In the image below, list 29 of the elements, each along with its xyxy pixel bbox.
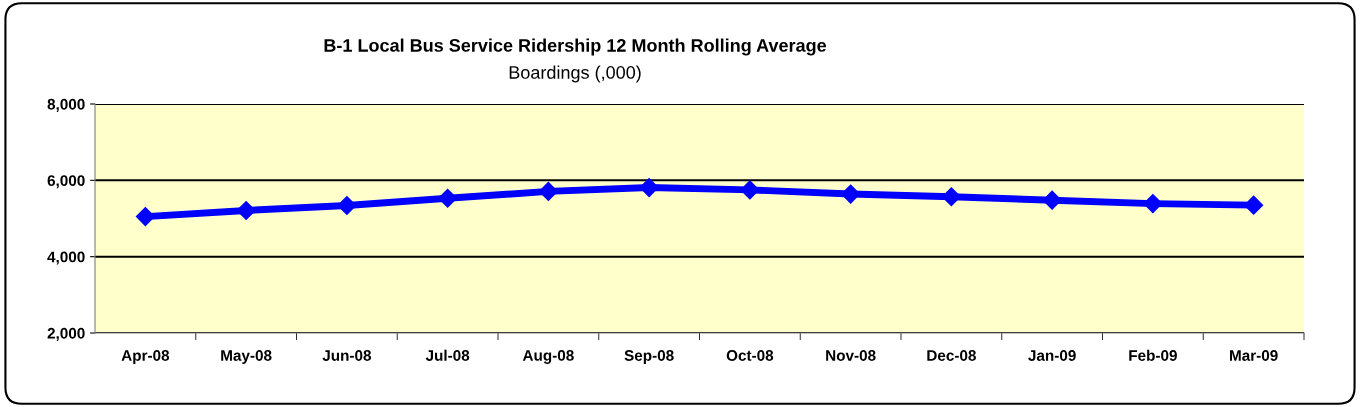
point bbox=[1244, 195, 1264, 215]
x-tick-label: Jul-08 bbox=[425, 349, 470, 361]
point bbox=[1042, 190, 1062, 210]
point bbox=[538, 181, 558, 201]
y-tick-label: 8,000 bbox=[47, 98, 85, 112]
x-tick-label: Oct-08 bbox=[726, 350, 774, 361]
point bbox=[337, 195, 357, 216]
x-tick-label: Feb-09 bbox=[1129, 349, 1177, 361]
point bbox=[639, 178, 659, 198]
point bbox=[135, 207, 155, 227]
chart-subtitle: Boardings (,000) bbox=[509, 65, 641, 83]
point bbox=[438, 188, 458, 208]
x-tick-label: Jun-08 bbox=[322, 350, 372, 361]
x-tick-label: Apr-08 bbox=[121, 350, 170, 364]
y-tick-label: 4,000 bbox=[47, 251, 85, 265]
chart-title: B-1 Local Bus Service Ridership 12 Month Rolling Average bbox=[324, 38, 827, 56]
x-tick-label: Jan-09 bbox=[1028, 350, 1076, 361]
x-tick-label: Nov-08 bbox=[826, 350, 876, 361]
y-tick-label: 6,000 bbox=[47, 175, 85, 189]
y-tick-label: 2,000 bbox=[47, 327, 85, 341]
x-tick-label: Sep-08 bbox=[624, 350, 674, 364]
x-tick-label: May-08 bbox=[221, 350, 272, 364]
point bbox=[740, 180, 760, 200]
point bbox=[236, 200, 256, 221]
x-tick-label: Dec-08 bbox=[927, 350, 976, 361]
point bbox=[841, 184, 861, 204]
point bbox=[1143, 194, 1163, 214]
x-tick-label: Aug-08 bbox=[522, 350, 574, 364]
x-tick-label: Mar-09 bbox=[1230, 350, 1278, 361]
